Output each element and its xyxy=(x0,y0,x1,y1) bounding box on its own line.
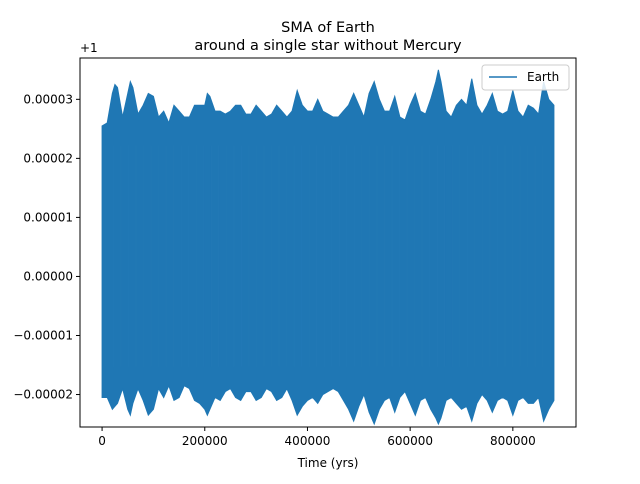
legend: Earth xyxy=(481,64,570,91)
y-offset-label: +1 xyxy=(80,41,98,55)
x-tick-label: 200000 xyxy=(182,434,228,448)
plot-area xyxy=(101,69,555,426)
x-tick-label: 600000 xyxy=(387,434,433,448)
series-band-earth xyxy=(101,69,555,426)
chart-title: SMA of Earth xyxy=(281,20,375,36)
y-axis: −0.00002 −0.00001 0.00000 0.00001 0.00002 0.0… xyxy=(13,92,80,402)
x-tick-label: 400000 xyxy=(285,434,331,448)
y-tick-label: 0.00002 xyxy=(23,151,73,165)
y-tick-label: 0.00000 xyxy=(23,269,73,283)
y-tick-label: −0.00001 xyxy=(13,328,73,342)
x-tick-label: 800000 xyxy=(490,434,536,448)
y-tick-label: 0.00003 xyxy=(23,92,73,106)
y-tick-label: 0.00001 xyxy=(23,210,73,224)
axes-frame xyxy=(79,57,577,428)
chart-subtitle: around a single star without Mercury xyxy=(194,38,462,54)
x-axis: 0 200000 400000 600000 800000 xyxy=(98,427,536,448)
x-axis-label: Time (yrs) xyxy=(297,456,359,470)
x-tick-label: 0 xyxy=(98,434,106,448)
y-tick-label: −0.00002 xyxy=(13,388,73,402)
legend-box xyxy=(481,64,570,91)
legend-label-earth: Earth xyxy=(527,70,559,84)
